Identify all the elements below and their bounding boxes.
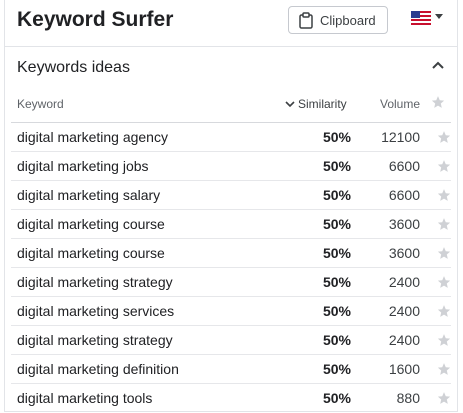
keyword-cell[interactable]: digital marketing course — [17, 245, 165, 261]
favorite-star-icon[interactable] — [437, 304, 451, 318]
volume-cell: 6600 — [388, 158, 420, 174]
keyword-cell[interactable]: digital marketing course — [17, 216, 165, 232]
favorite-star-icon[interactable] — [437, 333, 451, 347]
panel-header: Keyword Surfer Clipboard — [5, 0, 457, 47]
sort-descending-icon — [285, 100, 295, 107]
clipboard-label: Clipboard — [320, 12, 376, 28]
similarity-cell: 50% — [322, 332, 351, 348]
column-header-similarity[interactable]: Similarity — [285, 97, 347, 111]
column-header-volume[interactable]: Volume — [380, 97, 421, 111]
favorite-star-icon[interactable] — [437, 159, 451, 173]
keyword-cell[interactable]: digital marketing strategy — [17, 274, 173, 290]
us-flag-icon[interactable] — [411, 11, 431, 25]
app-title: Keyword Surfer — [17, 8, 174, 31]
table-row[interactable]: digital marketing course 50% 3600 — [11, 210, 451, 239]
similarity-cell: 50% — [322, 158, 351, 174]
keyword-cell[interactable]: digital marketing agency — [17, 129, 168, 145]
similarity-cell: 50% — [322, 216, 351, 232]
volume-cell: 880 — [396, 390, 420, 406]
table-row[interactable]: digital marketing strategy 50% 2400 — [11, 326, 451, 355]
volume-cell: 12100 — [381, 129, 420, 145]
table-row[interactable]: digital marketing salary 50% 6600 — [11, 181, 451, 210]
favorite-star-icon[interactable] — [437, 130, 451, 144]
volume-cell: 1600 — [388, 361, 420, 377]
keyword-cell[interactable]: digital marketing salary — [17, 187, 161, 203]
table-row[interactable]: digital marketing agency 50% 12100 — [11, 123, 451, 152]
volume-cell: 2400 — [388, 274, 420, 290]
similarity-cell: 50% — [322, 361, 351, 377]
volume-cell: 3600 — [388, 245, 420, 261]
chevron-up-icon[interactable] — [431, 60, 445, 70]
similarity-cell: 50% — [322, 274, 351, 290]
similarity-cell: 50% — [322, 245, 351, 261]
favorite-star-icon[interactable] — [437, 246, 451, 260]
keyword-cell[interactable]: digital marketing definition — [17, 361, 179, 377]
keyword-table-body: digital marketing agency 50% 12100 digital … — [11, 123, 451, 413]
favorite-star-icon[interactable] — [437, 275, 451, 289]
similarity-cell: 50% — [322, 390, 351, 406]
favorite-header-star-icon[interactable] — [431, 95, 445, 109]
favorite-star-icon[interactable] — [437, 188, 451, 202]
favorite-star-icon[interactable] — [437, 217, 451, 231]
keyword-cell[interactable]: digital marketing jobs — [17, 158, 149, 174]
table-row[interactable]: digital marketing tools 50% 880 — [11, 384, 451, 413]
keyword-cell[interactable]: digital marketing tools — [17, 390, 153, 406]
section-title: Keywords ideas — [17, 59, 130, 76]
keyword-cell[interactable]: digital marketing services — [17, 303, 175, 319]
table-row[interactable]: digital marketing strategy 50% 2400 — [11, 268, 451, 297]
language-dropdown-caret-icon[interactable] — [435, 14, 443, 19]
volume-cell: 6600 — [388, 187, 420, 203]
keyword-cell[interactable]: digital marketing strategy — [17, 332, 173, 348]
table-row[interactable]: digital marketing services 50% 2400 — [11, 297, 451, 326]
keyword-surfer-panel: Keyword Surfer Clipboard Keywords ideas … — [4, 0, 458, 412]
table-row[interactable]: digital marketing jobs 50% 6600 — [11, 152, 451, 181]
similarity-cell: 50% — [322, 129, 351, 145]
similarity-header-label: Similarity — [298, 97, 347, 111]
header-divider — [11, 122, 451, 123]
clipboard-button[interactable]: Clipboard — [288, 6, 388, 34]
volume-cell: 3600 — [388, 216, 420, 232]
table-row[interactable]: digital marketing course 50% 3600 — [11, 239, 451, 268]
volume-cell: 2400 — [388, 303, 420, 319]
favorite-star-icon[interactable] — [437, 362, 451, 376]
table-row[interactable]: digital marketing definition 50% 1600 — [11, 355, 451, 384]
column-header-keyword[interactable]: Keyword — [17, 97, 64, 111]
similarity-cell: 50% — [322, 187, 351, 203]
similarity-cell: 50% — [322, 303, 351, 319]
clipboard-icon — [299, 11, 313, 29]
favorite-star-icon[interactable] — [437, 391, 451, 405]
volume-cell: 2400 — [388, 332, 420, 348]
